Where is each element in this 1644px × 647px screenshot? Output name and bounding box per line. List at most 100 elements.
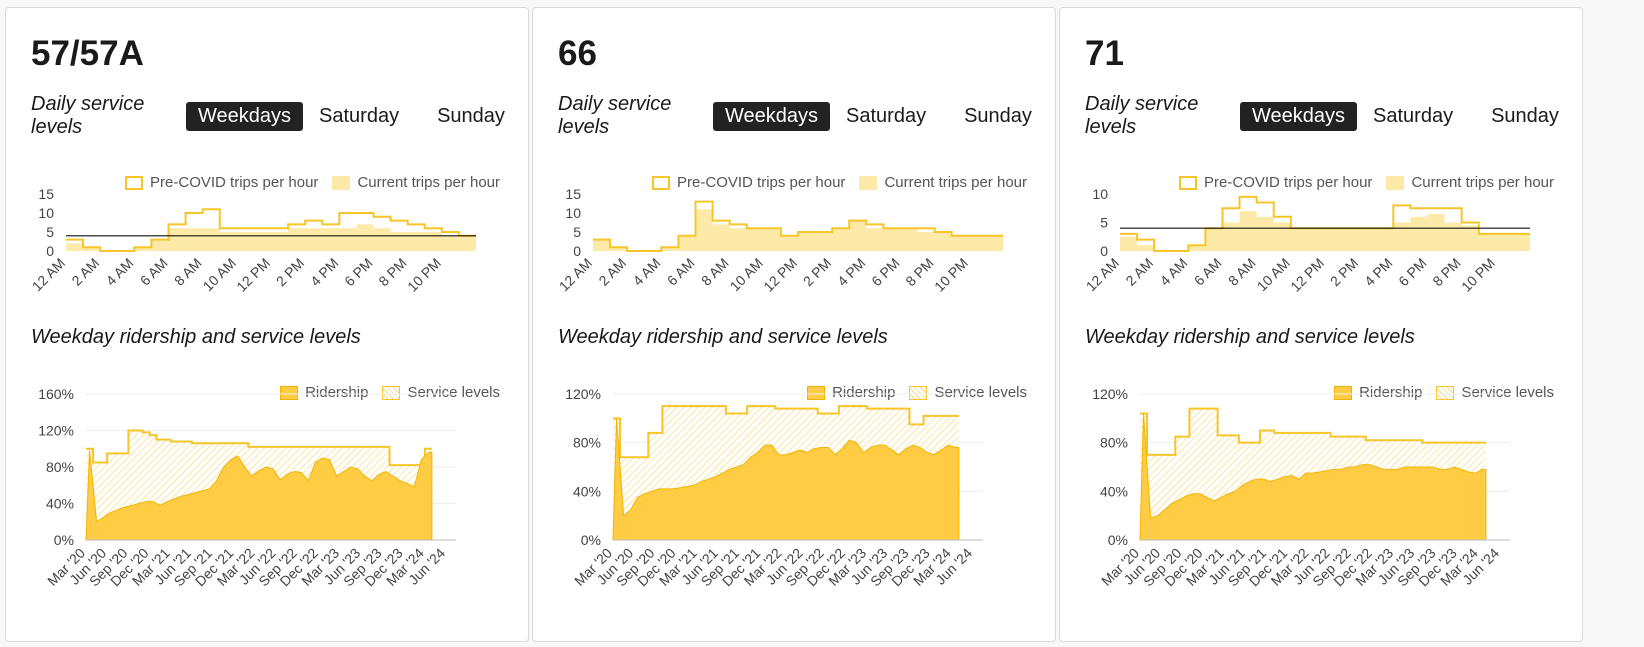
daily-service-label: Daily service levels xyxy=(558,93,672,138)
y-tick-label: 10 xyxy=(38,205,54,221)
x-tick-label: 10 AM xyxy=(200,255,239,294)
y-tick-label: 160% xyxy=(38,388,74,402)
route-title: 71 xyxy=(1085,34,1124,73)
x-tick-label: 12 AM xyxy=(556,255,595,294)
day-tabs: Weekdays Saturday Sunday xyxy=(1240,100,1575,132)
legend-ridership: Ridership xyxy=(832,384,896,401)
current-swatch xyxy=(332,175,351,190)
x-tick-label: 10 AM xyxy=(1254,255,1293,294)
legend-service-levels: Service levels xyxy=(407,384,500,401)
legend-service-levels: Service levels xyxy=(1461,384,1554,401)
current-trips-area xyxy=(1120,211,1530,251)
precovid-trips-line xyxy=(66,208,476,252)
ridership-legend: Ridership Service levels xyxy=(280,384,500,401)
service-levels-line xyxy=(1140,407,1486,456)
legend-precovid: Pre-COVID trips per hour xyxy=(150,174,319,191)
x-tick-label: 12 PM xyxy=(233,255,273,295)
tab-saturday[interactable]: Saturday xyxy=(846,104,927,127)
current-swatch xyxy=(1386,175,1405,190)
legend-ridership: Ridership xyxy=(305,384,369,401)
x-tick-label: 12 PM xyxy=(1287,255,1327,295)
tab-weekdays[interactable]: Weekdays xyxy=(1240,101,1358,131)
y-tick-label: 15 xyxy=(38,188,54,202)
x-tick-label: 12 AM xyxy=(29,255,68,294)
service-levels-line xyxy=(86,429,432,467)
tab-saturday[interactable]: Saturday xyxy=(1373,104,1454,127)
x-tick-label: 2 AM xyxy=(1122,255,1156,289)
ridership-swatch xyxy=(1334,385,1353,400)
service-legend: Pre-COVID trips per hour Current trips p… xyxy=(125,174,500,191)
route-card: 71 Daily service levels Weekdays Saturda… xyxy=(1059,7,1583,642)
y-tick-label: 80% xyxy=(1100,435,1128,451)
precovid-swatch xyxy=(652,175,671,190)
x-tick-label: 6 PM xyxy=(341,255,375,289)
ridership-area xyxy=(612,418,960,541)
legend-current: Current trips per hour xyxy=(1411,174,1554,191)
y-tick-label: 40% xyxy=(46,496,74,512)
service-legend: Pre-COVID trips per hour Current trips p… xyxy=(1179,174,1554,191)
x-tick-label: 6 AM xyxy=(664,255,698,289)
x-tick-label: 4 AM xyxy=(630,255,664,289)
legend-service-levels: Service levels xyxy=(934,384,1027,401)
daily-service-label: Daily service levels xyxy=(1085,93,1199,138)
precovid-trips-line xyxy=(593,200,1003,252)
ridership-area xyxy=(1139,413,1487,541)
x-tick-label: 4 PM xyxy=(834,255,868,289)
x-tick-label: 10 AM xyxy=(727,255,766,294)
legend-ridership: Ridership xyxy=(1359,384,1423,401)
service-levels-swatch xyxy=(382,385,401,400)
day-tabs: Weekdays Saturday Sunday xyxy=(713,100,1048,132)
tab-weekdays[interactable]: Weekdays xyxy=(186,101,304,131)
y-tick-label: 0 xyxy=(573,243,581,259)
x-tick-label: 12 AM xyxy=(1083,255,1122,294)
y-tick-label: 80% xyxy=(573,435,601,451)
legend-current: Current trips per hour xyxy=(357,174,500,191)
x-tick-label: 10 PM xyxy=(404,255,444,295)
y-tick-label: 0% xyxy=(1108,532,1128,548)
legend-current: Current trips per hour xyxy=(884,174,1027,191)
legend-precovid: Pre-COVID trips per hour xyxy=(1204,174,1373,191)
tab-saturday[interactable]: Saturday xyxy=(319,104,400,127)
y-tick-label: 120% xyxy=(38,423,74,439)
route-title: 57/57A xyxy=(31,34,144,73)
x-tick-label: 10 PM xyxy=(931,255,971,295)
y-tick-label: 10 xyxy=(1092,188,1108,202)
precovid-swatch xyxy=(125,175,144,190)
route-card: 66 Daily service levels Weekdays Saturda… xyxy=(532,7,1056,642)
y-tick-label: 40% xyxy=(1100,483,1128,499)
ridership-legend: Ridership Service levels xyxy=(807,384,1027,401)
x-tick-label: 6 PM xyxy=(868,255,902,289)
x-tick-label: 2 AM xyxy=(68,255,102,289)
tab-sunday[interactable]: Sunday xyxy=(437,104,505,127)
y-tick-label: 40% xyxy=(573,483,601,499)
tab-weekdays[interactable]: Weekdays xyxy=(713,101,831,131)
tab-sunday[interactable]: Sunday xyxy=(1491,104,1559,127)
y-tick-label: 0 xyxy=(46,243,54,259)
x-tick-label: 6 PM xyxy=(1395,255,1429,289)
daily-service-label: Daily service levels xyxy=(31,93,145,138)
x-tick-label: 4 AM xyxy=(1157,255,1191,289)
y-tick-label: 15 xyxy=(565,188,581,202)
x-tick-label: 2 PM xyxy=(273,255,307,289)
route-title: 66 xyxy=(558,34,597,73)
service-levels-line xyxy=(613,405,959,459)
service-levels-swatch xyxy=(909,385,928,400)
legend-precovid: Pre-COVID trips per hour xyxy=(677,174,846,191)
y-tick-label: 0% xyxy=(581,532,601,548)
ridership-label: Weekday ridership and service levels xyxy=(1085,326,1415,348)
y-tick-label: 0 xyxy=(1100,243,1108,259)
x-tick-label: 2 PM xyxy=(1327,255,1361,289)
tab-sunday[interactable]: Sunday xyxy=(964,104,1032,127)
current-trips-area xyxy=(593,209,1003,251)
x-tick-label: 12 PM xyxy=(760,255,800,295)
ridership-label: Weekday ridership and service levels xyxy=(558,326,888,348)
precovid-trips-line xyxy=(1120,195,1530,252)
ridership-area xyxy=(85,450,433,541)
y-tick-label: 5 xyxy=(1100,215,1108,231)
x-tick-label: 4 PM xyxy=(307,255,341,289)
